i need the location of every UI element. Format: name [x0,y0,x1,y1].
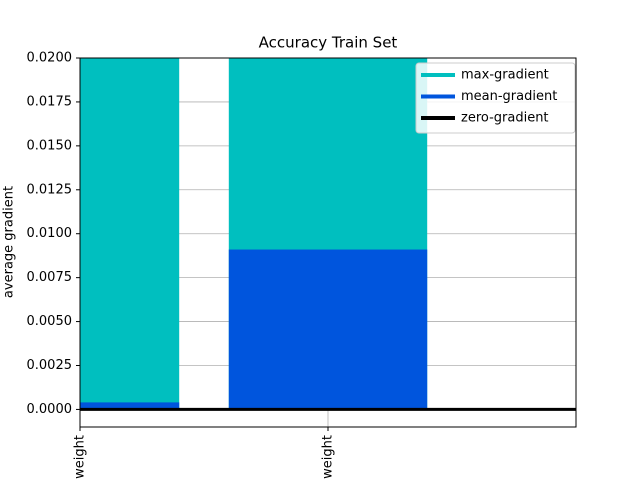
legend-label: zero-gradient [461,111,549,126]
y-tick-label: 0.0000 [27,402,73,417]
y-tick-label: 0.0125 [27,182,73,197]
axes-frame [79,57,577,428]
x-tick-label: weight [73,435,88,479]
y-tick-label: 0.0050 [27,314,73,329]
legend: max-gradient mean-gradient zero-gradient [415,62,576,134]
x-tick-label: weight [321,435,336,479]
legend-label: max-gradient [461,68,549,83]
bar [80,402,180,410]
y-tick-label: 0.0100 [27,226,73,241]
y-tick-label: 0.0175 [27,94,73,109]
y-tick-label: 0.0150 [27,138,73,153]
y-tick-label: 0.0025 [27,358,73,373]
plot-area [80,58,576,411]
bar [228,249,428,410]
y-tick-label: 0.0075 [27,270,73,285]
legend-label: mean-gradient [461,89,557,104]
chart-title: Accuracy Train Set [259,34,398,52]
bar [80,58,180,410]
y-axis-label: average gradient [2,186,17,298]
y-tick-label: 0.0200 [27,51,73,66]
legend-box [415,62,576,134]
